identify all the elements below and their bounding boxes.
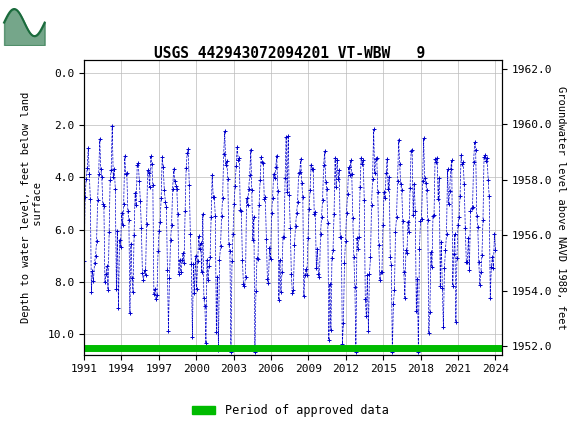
Text: USGS 442943072094201 VT-WBW   9: USGS 442943072094201 VT-WBW 9 (154, 46, 426, 61)
Text: USGS: USGS (52, 14, 107, 31)
Bar (3, 3, 46, 42)
Y-axis label: Depth to water level, feet below land
 surface: Depth to water level, feet below land su… (21, 92, 44, 323)
Legend: Period of approved data: Period of approved data (187, 399, 393, 422)
Y-axis label: Groundwater level above NAVD 1988, feet: Groundwater level above NAVD 1988, feet (556, 86, 566, 329)
